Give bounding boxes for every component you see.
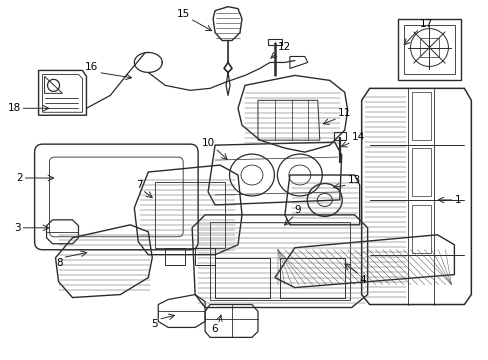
- Text: 4: 4: [359, 275, 366, 285]
- FancyBboxPatch shape: [35, 144, 198, 250]
- Text: 10: 10: [202, 138, 215, 148]
- Text: 12: 12: [277, 42, 290, 53]
- Text: 15: 15: [177, 9, 190, 19]
- Text: 2: 2: [16, 173, 22, 183]
- Text: 18: 18: [7, 103, 20, 113]
- Text: 6: 6: [211, 324, 218, 334]
- Text: 11: 11: [337, 108, 350, 118]
- Text: 5: 5: [151, 319, 158, 329]
- Text: 16: 16: [85, 62, 98, 72]
- Text: 3: 3: [14, 223, 20, 233]
- Text: 1: 1: [453, 195, 460, 205]
- Text: 8: 8: [56, 258, 62, 268]
- Text: 14: 14: [351, 132, 364, 142]
- FancyBboxPatch shape: [49, 157, 183, 237]
- Text: 7: 7: [135, 180, 142, 190]
- Text: 13: 13: [347, 175, 360, 185]
- Text: 17: 17: [419, 19, 432, 28]
- Text: 9: 9: [294, 205, 301, 215]
